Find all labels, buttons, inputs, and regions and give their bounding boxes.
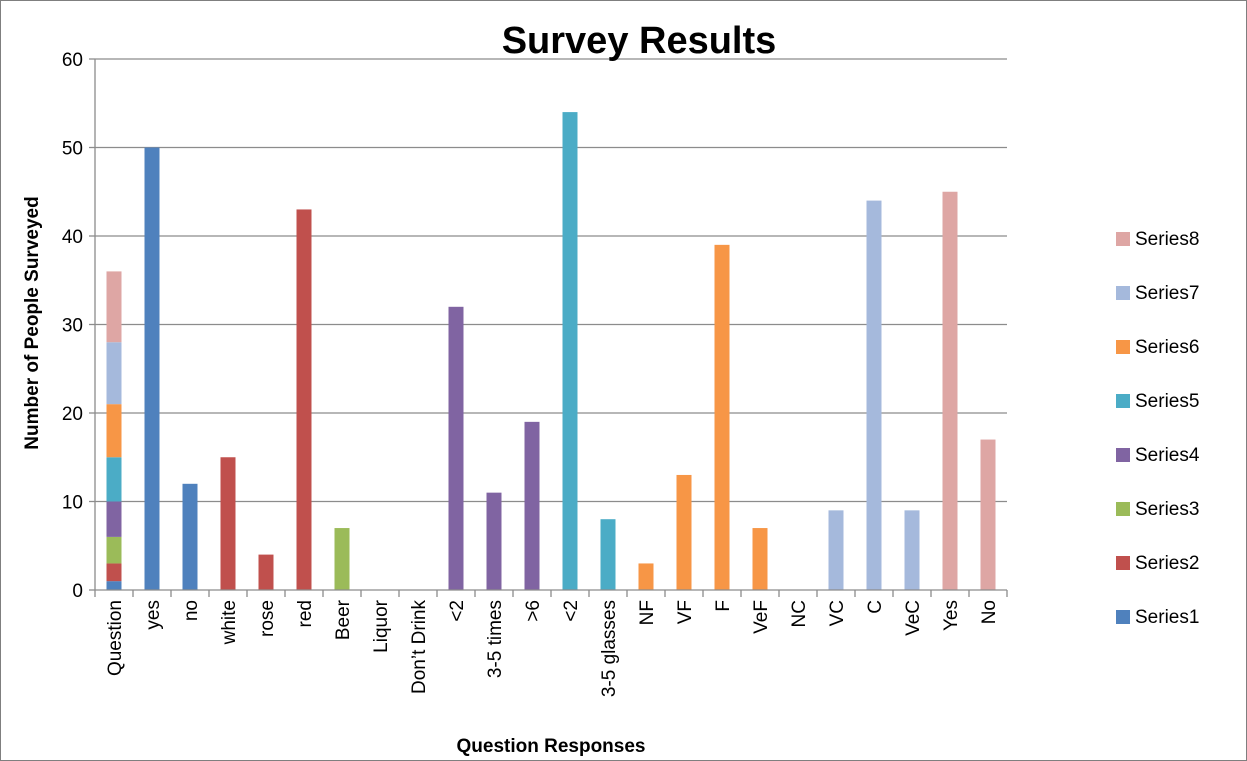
y-axis-title: Number of People Surveyed <box>22 196 43 449</box>
legend-label-series2: Series2 <box>1135 553 1199 574</box>
bar-series4 <box>524 421 540 590</box>
x-axis-title: Question Responses <box>457 736 646 757</box>
y-tick-label: 40 <box>62 227 83 248</box>
bar-series6 <box>714 244 730 590</box>
bar-series3 <box>334 528 350 590</box>
legend-label-series1: Series1 <box>1135 607 1199 628</box>
x-tick-label: VF <box>675 600 696 624</box>
x-tick-label: yes <box>143 600 164 630</box>
y-tick-label: 50 <box>62 139 83 160</box>
bar-series7 <box>828 510 844 590</box>
x-tick-label: Yes <box>941 600 962 631</box>
bar-series1 <box>182 483 198 590</box>
y-tick-label: 10 <box>62 493 83 514</box>
legend-swatch-series6 <box>1116 340 1130 354</box>
bar-series2 <box>258 554 274 590</box>
bar-series6 <box>752 528 768 590</box>
x-tick-label: Liquor <box>371 599 392 652</box>
legend-label-series3: Series3 <box>1135 499 1199 520</box>
bar-series1 <box>144 147 160 590</box>
x-tick-label: F <box>713 600 734 612</box>
bar-series7 <box>904 510 920 590</box>
x-tick-label: VeC <box>903 600 924 636</box>
legend-label-series5: Series5 <box>1135 391 1199 412</box>
x-tick-label: 3-5 glasses <box>599 600 620 697</box>
legend-label-series4: Series4 <box>1135 445 1200 466</box>
bar-series4 <box>448 306 464 590</box>
x-tick-label: C <box>865 600 886 614</box>
bar-series5 <box>562 112 578 590</box>
bars <box>106 112 996 590</box>
bar-series2 <box>220 457 236 590</box>
chart-title: Survey Results <box>502 20 777 62</box>
legend-swatch-series2 <box>1116 556 1130 570</box>
x-tick-label: NF <box>637 600 658 625</box>
bar-series6 <box>106 404 122 458</box>
axes <box>89 58 1008 597</box>
x-tick-label: Question <box>105 600 126 676</box>
y-tick-label: 0 <box>72 581 83 602</box>
bar-series8 <box>106 271 122 343</box>
x-tick-label: no <box>181 600 202 621</box>
bar-series1 <box>106 581 122 590</box>
x-tick-label: red <box>295 600 316 627</box>
x-tick-labels: Question yes no white rose red Beer Liquor Don’t… <box>105 599 1000 697</box>
legend-swatch-series3 <box>1116 502 1130 516</box>
bar-series3 <box>106 536 122 564</box>
x-tick-label: No <box>979 600 1000 624</box>
x-tick-label: VeF <box>751 600 772 634</box>
y-tick-labels: 0 10 20 30 40 50 60 <box>62 50 83 602</box>
y-tick-label: 60 <box>62 50 83 71</box>
y-tick-label: 30 <box>62 316 83 337</box>
legend-swatch-series7 <box>1116 286 1130 300</box>
y-tick-label: 20 <box>62 404 83 425</box>
legend-swatch-series5 <box>1116 394 1130 408</box>
x-tick-label: <2 <box>447 600 468 622</box>
legend-swatch-series8 <box>1116 232 1130 246</box>
x-tick-label: Beer <box>333 599 354 640</box>
x-tick-label: rose <box>257 600 278 637</box>
bar-series8 <box>980 439 996 590</box>
bar-series5 <box>106 457 122 502</box>
x-tick-label: >6 <box>523 600 544 622</box>
legend: Series8 Series7 Series6 Series5 Series4 Serie… <box>1116 229 1200 628</box>
x-tick-label: white <box>219 600 240 645</box>
bar-series8 <box>942 191 958 590</box>
legend-label-series6: Series6 <box>1135 337 1199 358</box>
bar-series6 <box>676 474 692 590</box>
legend-swatch-series1 <box>1116 610 1130 624</box>
x-tick-label: VC <box>827 600 848 626</box>
x-tick-label: 3-5 times <box>485 600 506 678</box>
legend-label-series8: Series8 <box>1135 229 1199 250</box>
x-tick-label: Don’t Drink <box>409 600 430 694</box>
legend-swatch-series4 <box>1116 448 1130 462</box>
legend-label-series7: Series7 <box>1135 283 1199 304</box>
bar-series4 <box>106 501 122 537</box>
bar-series7 <box>866 200 882 590</box>
x-tick-label: <2 <box>561 600 582 622</box>
bar-series7 <box>106 342 122 405</box>
bar-series4 <box>486 492 502 590</box>
bar-series6 <box>638 563 654 590</box>
gridlines <box>95 58 1007 503</box>
bar-series2 <box>106 563 122 582</box>
bar-series5 <box>600 519 616 590</box>
bar-series2 <box>296 209 312 590</box>
x-tick-label: NC <box>789 600 810 627</box>
